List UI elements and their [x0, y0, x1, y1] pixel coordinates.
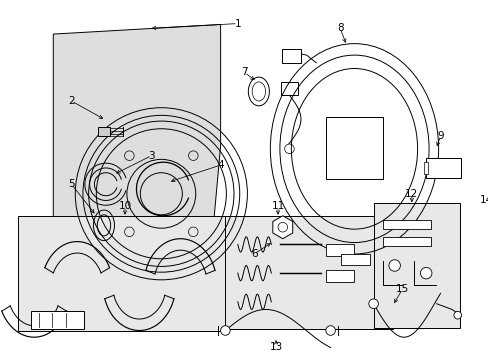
Bar [280, 82, 298, 95]
Bar [31, 311, 84, 329]
Bar [18, 216, 228, 330]
Bar [424, 162, 427, 174]
Ellipse shape [248, 77, 269, 106]
Circle shape [368, 299, 378, 309]
Text: 3: 3 [148, 150, 155, 161]
Text: 10: 10 [118, 201, 131, 211]
Polygon shape [53, 24, 220, 304]
Text: 12: 12 [405, 189, 418, 199]
Text: 13: 13 [269, 342, 282, 352]
Text: 1: 1 [234, 19, 241, 28]
Text: 14: 14 [479, 195, 488, 206]
Bar [373, 203, 459, 328]
Text: 7: 7 [241, 67, 247, 77]
Polygon shape [272, 216, 292, 239]
Bar [383, 220, 430, 229]
Bar [98, 127, 109, 136]
Text: 2: 2 [68, 96, 75, 106]
Text: 15: 15 [395, 284, 408, 294]
Bar [383, 237, 430, 246]
Bar [325, 117, 383, 179]
Text: 9: 9 [436, 131, 443, 141]
Text: 6: 6 [250, 249, 257, 259]
Circle shape [220, 326, 230, 335]
Bar [281, 49, 300, 63]
Circle shape [325, 326, 335, 335]
Circle shape [420, 267, 431, 279]
Circle shape [388, 260, 400, 271]
Text: 4: 4 [217, 160, 224, 170]
Bar [325, 270, 354, 282]
Bar [225, 216, 392, 329]
Text: 5: 5 [68, 179, 75, 189]
Text: 8: 8 [336, 23, 343, 33]
Circle shape [453, 311, 461, 319]
Text: 11: 11 [271, 201, 284, 211]
Circle shape [284, 144, 294, 154]
Bar [325, 244, 354, 256]
Bar [341, 254, 369, 265]
Bar [426, 158, 460, 177]
